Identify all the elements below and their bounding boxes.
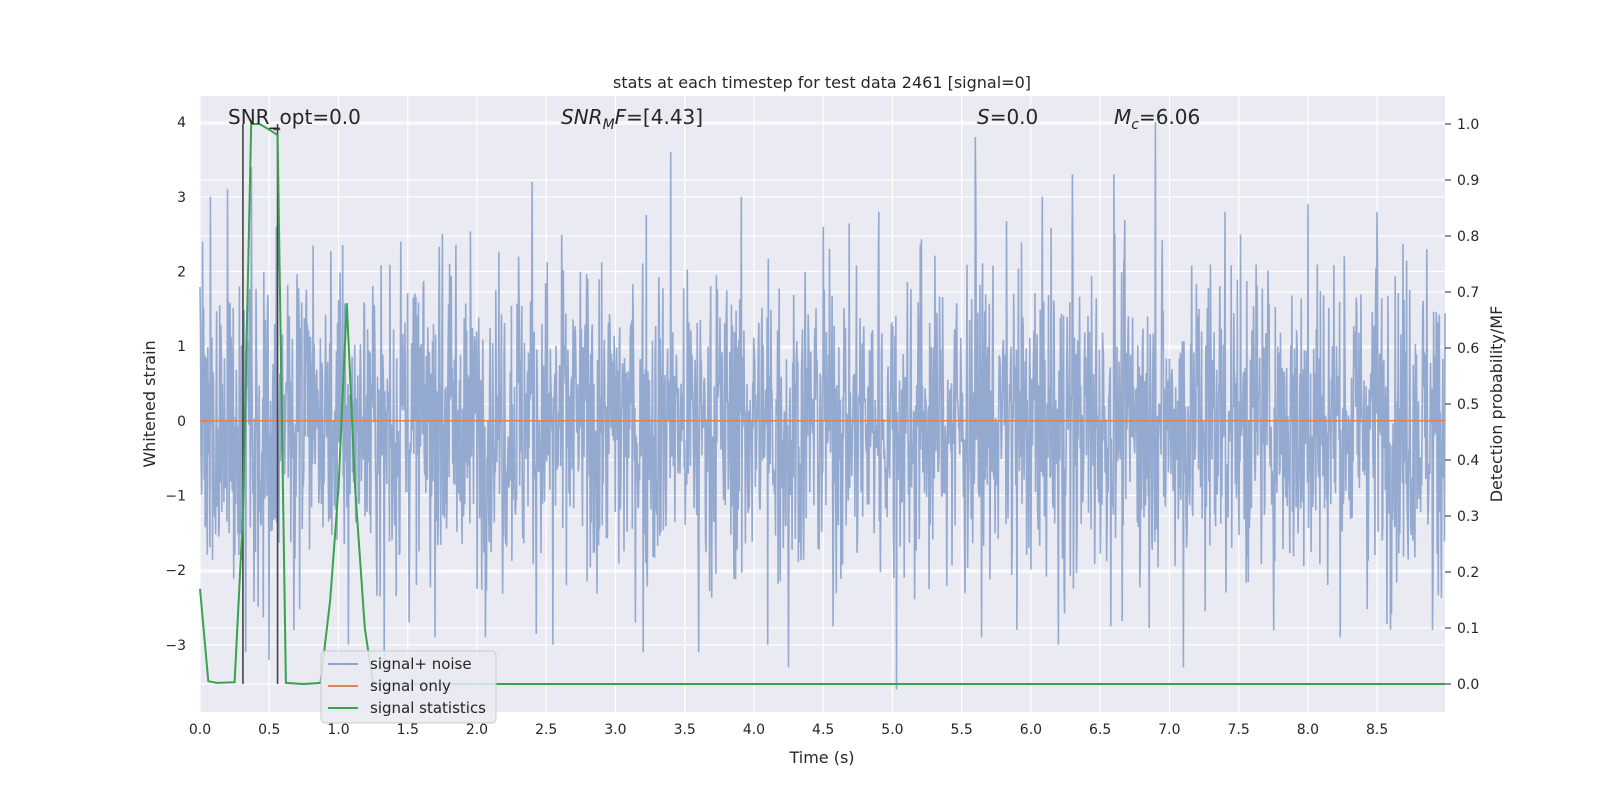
x-tick-label: 0.0 <box>189 722 211 738</box>
y-tick-label: 2 <box>177 264 186 280</box>
x-tick-label: 3.0 <box>604 722 626 738</box>
x-tick-label: 1.5 <box>397 722 419 738</box>
x-tick-label: 5.5 <box>951 722 973 738</box>
x-tick-label: 6.5 <box>1089 722 1111 738</box>
x-tick-label: 0.5 <box>258 722 280 738</box>
x-tick-label: 2.5 <box>535 722 557 738</box>
y-tick-label: −2 <box>165 563 186 579</box>
annotation-s: S=0.0 <box>977 105 1038 129</box>
y-right-tick-label: 0.6 <box>1457 341 1479 357</box>
noise-trace <box>199 122 1446 690</box>
legend-box <box>320 650 497 724</box>
annotation-mc: Mc=6.06 <box>1114 105 1200 133</box>
x-tick-label: 8.5 <box>1366 722 1388 738</box>
legend-label-signal-noise: signal+ noise <box>370 655 472 673</box>
x-tick-label: 5.0 <box>881 722 903 738</box>
x-tick-label: 1.0 <box>327 722 349 738</box>
y-right-tick-label: 0.9 <box>1457 173 1479 189</box>
y-right-tick-label: 0.5 <box>1457 397 1479 413</box>
y-right-tick-label: 0.2 <box>1457 565 1479 581</box>
y-axis-label: Whitened strain <box>140 340 159 467</box>
y-right-tick-label: 0.4 <box>1457 453 1479 469</box>
y-tick-label: 1 <box>177 339 186 355</box>
x-tick-label: 4.5 <box>812 722 834 738</box>
annotation-snr-mf: SNRMF=[4.43] <box>561 105 703 133</box>
x-tick-label: 7.0 <box>1158 722 1180 738</box>
y-right-tick-label: 0.3 <box>1457 509 1479 525</box>
y-right-tick-label: 1.0 <box>1457 117 1479 133</box>
y-right-tick-label: 0.1 <box>1457 621 1479 637</box>
vertical-markers <box>242 124 281 684</box>
x-tick-label: 2.0 <box>466 722 488 738</box>
x-axis-ticks: 0.0 0.5 1.0 1.5 2.0 2.5 3.0 3.5 4.0 4.5 5.0 5.5 6.0 6… <box>189 722 1388 738</box>
y-right-axis-label: Detection probability/MF <box>1487 306 1506 503</box>
legend-label-signal-only: signal only <box>370 677 451 695</box>
y-tick-label: −3 <box>165 638 186 654</box>
y-right-tick-label: 0.7 <box>1457 285 1479 301</box>
annotation-snr-opt: SNR_opt=0.0 <box>228 105 361 129</box>
y-right-tick-label: 0.0 <box>1457 677 1479 693</box>
x-tick-label: 4.0 <box>743 722 765 738</box>
x-tick-label: 6.0 <box>1020 722 1042 738</box>
legend: signal+ noise signal only signal statist… <box>320 650 497 724</box>
signal-statistics-line <box>199 123 1445 686</box>
y-tick-label: 3 <box>177 190 186 206</box>
y-tick-label: 4 <box>177 115 186 131</box>
series-signal-noise <box>199 122 1446 690</box>
y-tick-label: 0 <box>177 414 186 430</box>
y-right-axis-ticks: 0.0 0.1 0.2 0.3 0.4 0.5 0.6 0.7 0.8 0.9 1.0 <box>1445 117 1479 693</box>
chart-title: stats at each timestep for test data 246… <box>613 73 1031 92</box>
series-signal-statistics <box>199 123 1445 686</box>
x-tick-label: 3.5 <box>674 722 696 738</box>
x-tick-label: 8.0 <box>1297 722 1319 738</box>
y-axis-ticks: −3 −2 −1 0 1 2 3 4 <box>165 115 186 654</box>
y-right-tick-label: 0.8 <box>1457 229 1479 245</box>
y-tick-label: −1 <box>165 488 186 504</box>
legend-label-signal-statistics: signal statistics <box>370 699 486 717</box>
x-tick-label: 7.5 <box>1228 722 1250 738</box>
x-axis-label: Time (s) <box>788 748 854 767</box>
